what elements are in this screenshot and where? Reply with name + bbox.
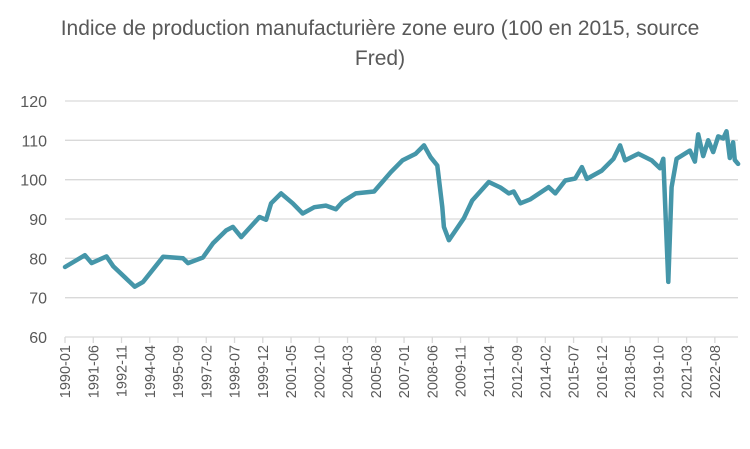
y-tick-label: 70 bbox=[29, 291, 47, 308]
x-tick-label: 1998-07 bbox=[228, 345, 244, 398]
x-tick-label: 2012-09 bbox=[510, 345, 526, 398]
y-axis-labels: 60 70 80 90 100 110 120 bbox=[20, 94, 47, 347]
x-tick-label: 1991-06 bbox=[86, 345, 102, 398]
x-tick-label: 2019-10 bbox=[651, 345, 667, 398]
x-tick-label: 2016-12 bbox=[595, 345, 611, 398]
x-tick-label: 2001-05 bbox=[284, 345, 300, 398]
x-tick-label: 1992-11 bbox=[115, 345, 131, 397]
series-line bbox=[62, 129, 741, 289]
x-tick-label: 2015-07 bbox=[567, 345, 583, 398]
x-tick-label: 2009-11 bbox=[454, 345, 470, 397]
x-tick-label: 1994-04 bbox=[143, 345, 159, 398]
x-tick-label: 2004-03 bbox=[341, 345, 357, 398]
y-tick-label: 60 bbox=[29, 330, 47, 347]
x-tick-label: 1995-09 bbox=[171, 345, 187, 398]
x-tick-label: 2002-10 bbox=[312, 345, 328, 398]
y-tick-label: 110 bbox=[21, 133, 47, 150]
x-tick-label: 2022-08 bbox=[708, 345, 724, 398]
x-tick-label: 2011-04 bbox=[482, 345, 498, 397]
y-tick-label: 80 bbox=[29, 251, 47, 268]
y-tick-label: 90 bbox=[29, 212, 47, 229]
x-tick-label: 2007-01 bbox=[397, 345, 413, 398]
x-tick-label: 2014-02 bbox=[538, 345, 554, 398]
x-tick-label: 1999-12 bbox=[256, 345, 272, 398]
x-tick-label: 2005-08 bbox=[369, 345, 385, 398]
x-axis-labels: 1990-01 1991-06 1992-11 1994-04 1995-09 1997-… bbox=[58, 345, 724, 398]
x-tick-label: 2021-03 bbox=[680, 345, 696, 398]
y-tick-label: 120 bbox=[20, 94, 47, 111]
chart-title: Indice de production manufacturière zone… bbox=[60, 17, 700, 70]
x-tick-label: 1997-02 bbox=[199, 345, 215, 398]
x-tick-label: 1990-01 bbox=[58, 345, 74, 398]
x-tick-label: 2008-06 bbox=[425, 345, 441, 398]
y-tick-label: 100 bbox=[20, 173, 47, 190]
x-tick-label: 2018-05 bbox=[623, 345, 639, 398]
gridlines bbox=[64, 100, 738, 343]
